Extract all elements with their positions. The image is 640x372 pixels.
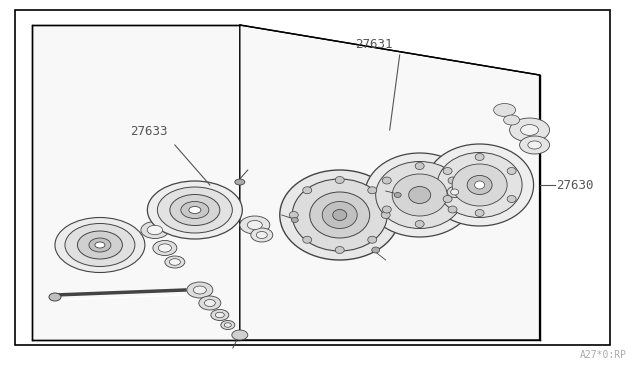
- Ellipse shape: [187, 282, 213, 298]
- Ellipse shape: [157, 187, 232, 233]
- Ellipse shape: [382, 177, 391, 184]
- Ellipse shape: [215, 312, 225, 318]
- Ellipse shape: [323, 202, 357, 228]
- Ellipse shape: [251, 228, 273, 242]
- Ellipse shape: [443, 196, 452, 202]
- Polygon shape: [240, 25, 540, 340]
- Ellipse shape: [415, 163, 424, 170]
- Ellipse shape: [170, 259, 180, 265]
- Ellipse shape: [280, 170, 400, 260]
- Ellipse shape: [247, 221, 262, 230]
- Ellipse shape: [475, 209, 484, 217]
- Ellipse shape: [475, 154, 484, 160]
- Ellipse shape: [448, 177, 457, 184]
- Ellipse shape: [365, 153, 475, 237]
- Ellipse shape: [335, 247, 344, 253]
- Ellipse shape: [409, 186, 431, 203]
- Ellipse shape: [394, 192, 401, 198]
- Ellipse shape: [475, 181, 484, 189]
- Ellipse shape: [204, 299, 215, 307]
- Ellipse shape: [333, 209, 347, 221]
- Ellipse shape: [153, 241, 177, 256]
- Ellipse shape: [303, 187, 312, 194]
- Ellipse shape: [141, 221, 169, 238]
- Ellipse shape: [448, 206, 457, 213]
- Ellipse shape: [368, 187, 377, 194]
- Ellipse shape: [235, 179, 245, 185]
- Ellipse shape: [289, 212, 298, 218]
- Ellipse shape: [426, 144, 534, 226]
- Text: A27*0:RP: A27*0:RP: [580, 350, 627, 360]
- Ellipse shape: [447, 186, 462, 198]
- Polygon shape: [32, 25, 240, 340]
- Ellipse shape: [240, 216, 270, 234]
- Ellipse shape: [225, 323, 231, 327]
- Ellipse shape: [415, 221, 424, 228]
- Ellipse shape: [493, 103, 516, 116]
- Ellipse shape: [509, 118, 550, 142]
- Ellipse shape: [170, 195, 220, 225]
- Ellipse shape: [165, 256, 185, 268]
- Ellipse shape: [65, 224, 135, 266]
- Ellipse shape: [520, 125, 539, 135]
- Ellipse shape: [507, 196, 516, 202]
- Ellipse shape: [77, 231, 122, 259]
- Ellipse shape: [232, 330, 248, 340]
- Ellipse shape: [89, 238, 111, 252]
- Ellipse shape: [199, 296, 221, 310]
- Ellipse shape: [372, 247, 380, 253]
- Ellipse shape: [381, 212, 390, 218]
- Ellipse shape: [467, 176, 492, 195]
- Ellipse shape: [368, 236, 377, 243]
- Ellipse shape: [147, 225, 163, 235]
- Ellipse shape: [310, 192, 370, 238]
- Text: 27630: 27630: [557, 179, 594, 192]
- Ellipse shape: [504, 115, 520, 125]
- Ellipse shape: [95, 242, 105, 248]
- Ellipse shape: [451, 189, 459, 195]
- Ellipse shape: [528, 141, 541, 149]
- Ellipse shape: [382, 206, 391, 213]
- Ellipse shape: [292, 179, 387, 251]
- Ellipse shape: [335, 176, 344, 183]
- Ellipse shape: [193, 286, 206, 294]
- Ellipse shape: [376, 161, 463, 228]
- Ellipse shape: [55, 218, 145, 273]
- Ellipse shape: [189, 206, 201, 214]
- Ellipse shape: [291, 218, 298, 222]
- Ellipse shape: [443, 167, 452, 174]
- Ellipse shape: [452, 164, 507, 206]
- Ellipse shape: [181, 202, 209, 218]
- Ellipse shape: [211, 310, 229, 321]
- Text: 27633: 27633: [130, 125, 168, 138]
- Ellipse shape: [303, 236, 312, 243]
- Ellipse shape: [256, 231, 268, 238]
- Ellipse shape: [520, 136, 550, 154]
- Ellipse shape: [392, 174, 447, 216]
- Ellipse shape: [49, 293, 61, 301]
- Ellipse shape: [158, 244, 172, 252]
- Ellipse shape: [507, 167, 516, 174]
- Ellipse shape: [147, 181, 243, 239]
- Text: 27631: 27631: [355, 38, 392, 51]
- Ellipse shape: [221, 321, 235, 330]
- Ellipse shape: [437, 153, 522, 218]
